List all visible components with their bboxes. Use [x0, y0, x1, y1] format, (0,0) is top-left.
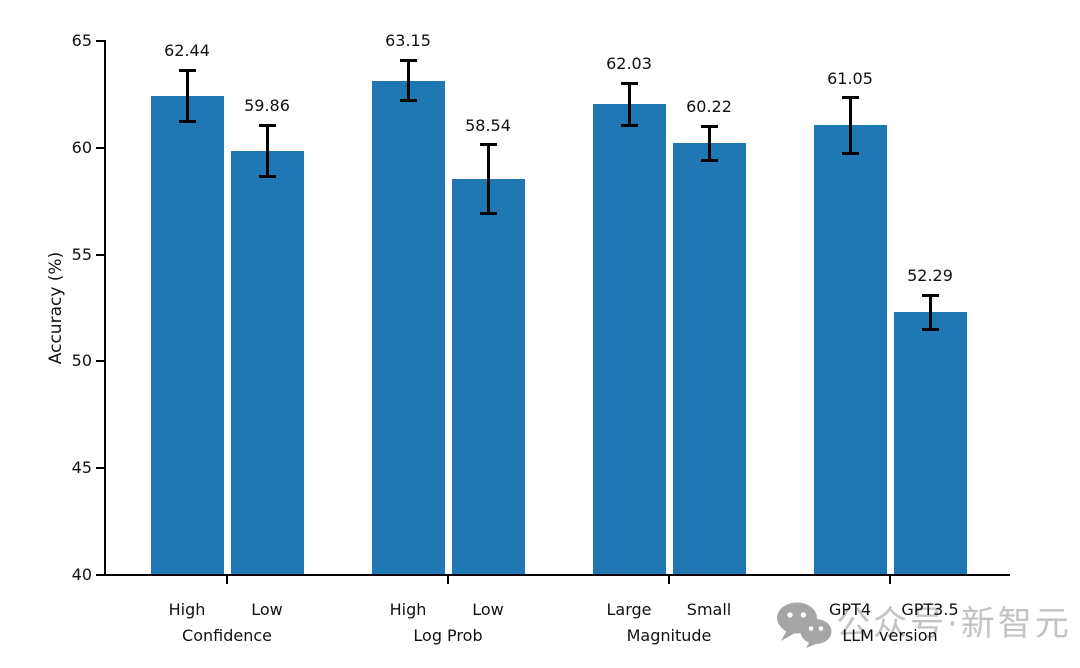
error-bar: [185, 70, 189, 122]
value-label: 63.15: [385, 31, 431, 51]
bar: [452, 178, 525, 574]
error-bar: [486, 144, 490, 214]
x-axis-spine: [104, 574, 1010, 576]
error-bar: [928, 295, 932, 330]
value-label: 60.22: [686, 97, 732, 116]
bar: [593, 104, 666, 574]
bar-label: High: [389, 600, 427, 619]
bar-label: Low: [472, 600, 504, 619]
bar-label: Small: [686, 600, 732, 619]
y-tick: [96, 253, 104, 256]
error-bar: [406, 60, 410, 101]
error-bar-cap-top: [620, 81, 638, 85]
group-tick: [447, 576, 449, 584]
error-bar-cap-bottom: [258, 174, 276, 178]
y-axis-spine: [104, 40, 106, 576]
error-bar-cap-bottom: [399, 99, 417, 103]
bar: [814, 125, 887, 574]
error-bar-cap-top: [921, 293, 939, 297]
y-tick: [96, 574, 104, 576]
wechat-icon: [777, 602, 832, 648]
group-tick: [668, 576, 670, 584]
y-axis-label: Accuracy (%): [46, 251, 66, 365]
y-tick: [96, 360, 104, 363]
bar: [673, 143, 746, 574]
bar: [151, 95, 224, 574]
error-bar: [707, 126, 711, 161]
error-bar-cap-bottom: [841, 151, 859, 155]
bar: [231, 150, 304, 574]
y-tick-label: 50: [71, 351, 92, 371]
error-bar-cap-bottom: [479, 211, 497, 215]
group-tick: [226, 576, 228, 584]
group-tick: [889, 576, 891, 584]
value-label: 62.44: [164, 41, 210, 61]
error-bar-cap-top: [258, 123, 276, 127]
error-bar-cap-top: [178, 68, 196, 72]
error-bar-cap-top: [399, 58, 417, 62]
y-tick-label: 65: [71, 31, 92, 50]
error-bar: [627, 83, 631, 126]
y-tick-label: 40: [71, 565, 92, 584]
group-label: Magnitude: [626, 626, 712, 645]
y-tick-label: 60: [71, 137, 92, 157]
error-bar-cap-top: [841, 96, 859, 100]
bar-label: GPT3.5: [901, 600, 959, 619]
group-label: Log Prob: [413, 626, 483, 645]
y-tick-label: 45: [71, 458, 92, 478]
value-label: 58.54: [465, 115, 511, 135]
error-bar-cap-top: [479, 143, 497, 147]
bar-label: Low: [251, 600, 283, 619]
error-bar-cap-top: [700, 124, 718, 128]
error-bar-cap-bottom: [921, 328, 939, 332]
y-tick: [96, 40, 104, 42]
group-label: LLM version: [842, 626, 938, 645]
error-bar-cap-bottom: [620, 124, 638, 128]
y-tick: [96, 146, 104, 149]
y-tick: [96, 467, 104, 470]
value-label: 52.29: [907, 266, 953, 286]
bar-label: High: [168, 600, 206, 619]
watermark: 公众号·新智元: [776, 600, 1076, 650]
error-bar-cap-bottom: [700, 158, 718, 162]
bar-label: GPT4: [829, 600, 871, 619]
bar-label: Large: [606, 600, 652, 619]
y-tick-label: 55: [71, 244, 92, 264]
error-bar: [848, 97, 852, 154]
watermark-text: 公众号·新智元: [836, 604, 1072, 644]
value-label: 62.03: [606, 54, 652, 74]
value-label: 61.05: [827, 68, 873, 88]
error-bar-cap-bottom: [178, 119, 196, 123]
bar: [372, 80, 445, 574]
error-bar: [265, 125, 269, 177]
value-label: 59.86: [244, 96, 290, 116]
group-label: Confidence: [182, 626, 272, 645]
bar: [894, 312, 967, 574]
